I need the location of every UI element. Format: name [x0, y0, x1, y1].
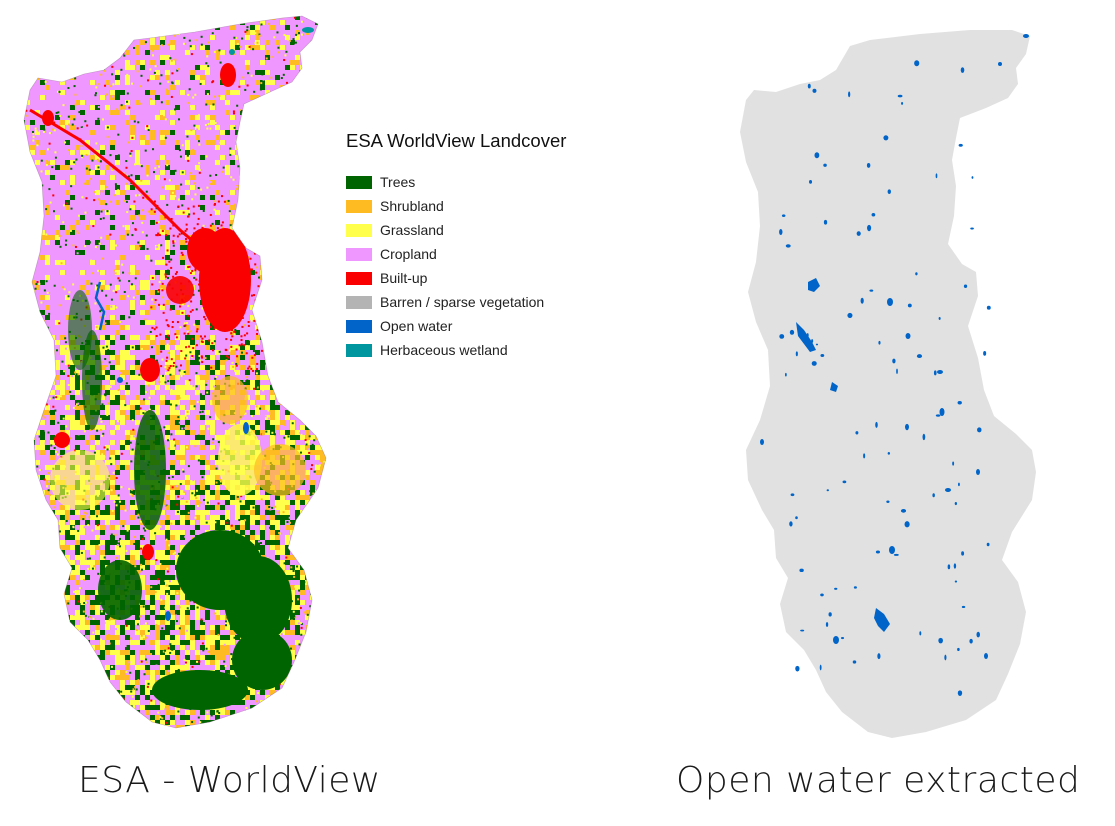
legend-swatch: [346, 223, 372, 237]
legend-label: Herbaceous wetland: [380, 342, 508, 358]
legend-swatch: [346, 319, 372, 333]
landcover-legend: ESA WorldView Landcover Trees Shrubland …: [346, 130, 606, 362]
open-water-map: [740, 30, 1036, 738]
basin-outline: [740, 30, 1036, 738]
legend-label: Barren / sparse vegetation: [380, 294, 545, 310]
legend-swatch: [346, 271, 372, 285]
legend-swatch: [346, 247, 372, 261]
legend-item-trees: Trees: [346, 170, 606, 194]
landcover-raster: [24, 16, 326, 728]
legend-label: Built-up: [380, 270, 428, 286]
legend-item-cropland: Cropland: [346, 242, 606, 266]
legend-item-open-water: Open water: [346, 314, 606, 338]
legend-swatch: [346, 175, 372, 189]
legend-label: Shrubland: [380, 198, 444, 214]
legend-item-barren: Barren / sparse vegetation: [346, 290, 606, 314]
legend-label: Cropland: [380, 246, 437, 262]
legend-swatch: [346, 199, 372, 213]
legend-item-herbaceous-wetland: Herbaceous wetland: [346, 338, 606, 362]
legend-label: Open water: [380, 318, 453, 334]
legend-label: Grassland: [380, 222, 444, 238]
legend-title: ESA WorldView Landcover: [346, 130, 567, 151]
water-bodies: [760, 34, 1029, 696]
legend-label: Trees: [380, 174, 416, 190]
caption-open-water-extracted: Open water extracted: [676, 760, 1081, 801]
legend-item-grassland: Grassland: [346, 218, 606, 242]
caption-esa-worldview: ESA - WorldView: [78, 760, 381, 801]
legend-swatch: [346, 343, 372, 357]
legend-list: Trees Shrubland Grassland Cropland Built…: [346, 170, 606, 362]
legend-item-shrubland: Shrubland: [346, 194, 606, 218]
legend-swatch: [346, 295, 372, 309]
legend-item-built-up: Built-up: [346, 266, 606, 290]
landcover-map: [23, 15, 327, 729]
